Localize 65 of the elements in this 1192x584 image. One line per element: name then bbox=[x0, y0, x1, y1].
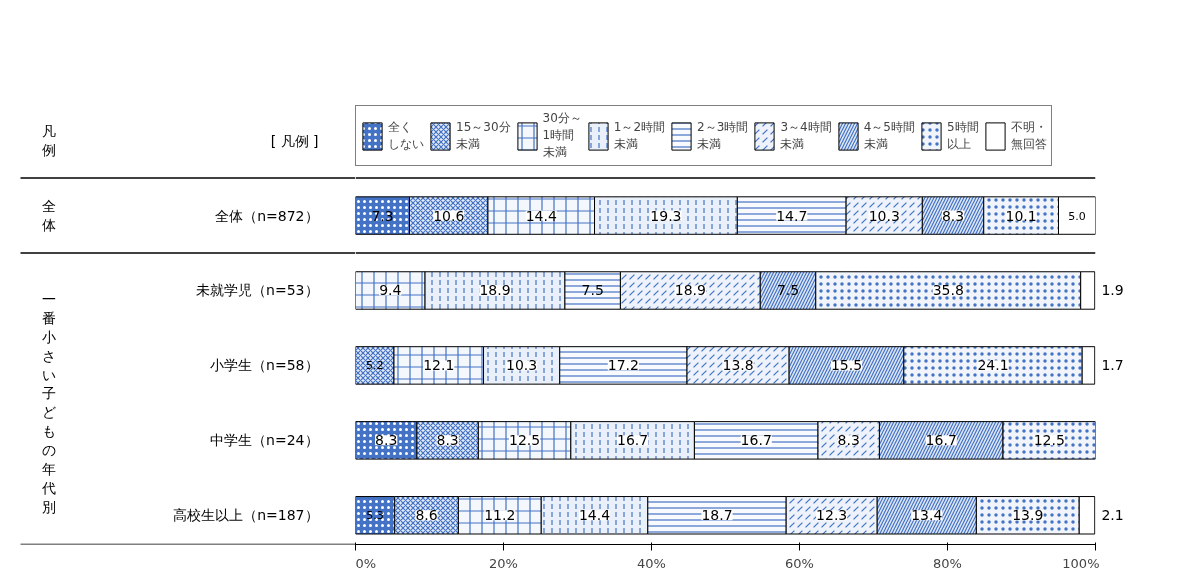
data-label: 10.1 bbox=[1005, 207, 1037, 224]
x-tick-label: 20% bbox=[489, 555, 518, 571]
data-label: 18.9 bbox=[674, 282, 706, 299]
data-label: 14.4 bbox=[578, 507, 611, 524]
legend-label: 2～3時間未満 bbox=[697, 118, 749, 153]
legend-label: 15～30分未満 bbox=[456, 118, 511, 153]
data-label: 14.7 bbox=[776, 207, 808, 224]
data-label: 35.8 bbox=[932, 282, 964, 299]
legend-label: 全くしない bbox=[388, 118, 424, 153]
data-label: 5.3 bbox=[366, 509, 384, 523]
data-label: 8.3 bbox=[837, 432, 860, 449]
legend-label: 1～2時間未満 bbox=[613, 118, 666, 153]
data-label: 2.1 bbox=[1101, 507, 1124, 524]
data-label: 10.3 bbox=[506, 357, 538, 374]
data-label: 24.1 bbox=[977, 357, 1009, 374]
data-label: 18.9 bbox=[479, 282, 511, 299]
data-label: 1.9 bbox=[1101, 282, 1124, 299]
data-label: 7.5 bbox=[581, 282, 604, 299]
data-label: 10.3 bbox=[868, 207, 900, 224]
data-label: 14.4 bbox=[525, 207, 557, 224]
x-tick-label: 60% bbox=[785, 555, 814, 571]
x-tick-label: 40% bbox=[637, 555, 666, 571]
data-label: 8.3 bbox=[375, 432, 398, 449]
data-label: 13.4 bbox=[911, 507, 943, 524]
data-label: 9.4 bbox=[379, 282, 402, 299]
text: 全体 bbox=[41, 198, 56, 233]
data-label: 13.8 bbox=[722, 357, 754, 374]
text: 凡例 bbox=[41, 123, 56, 159]
data-label: 8.3 bbox=[436, 432, 459, 449]
y-tick-label: 高校生以上（n=187） bbox=[173, 507, 319, 524]
data-label: 12.5 bbox=[509, 432, 541, 449]
data-label: 8.6 bbox=[415, 507, 438, 524]
text: 一番小さい子どもの年代別 bbox=[41, 291, 56, 515]
data-label: 15.5 bbox=[830, 357, 863, 374]
y-tick-label: 中学生（n=24） bbox=[210, 432, 319, 449]
legend-label: 5時間以上 bbox=[946, 118, 979, 153]
legend-label: 4～5時間未満 bbox=[863, 118, 915, 153]
data-label: 5.0 bbox=[1068, 209, 1086, 223]
data-label: 1.7 bbox=[1101, 357, 1124, 374]
x-tick-label: 100% bbox=[1062, 555, 1100, 571]
data-label: 12.3 bbox=[816, 507, 848, 524]
data-label: 17.2 bbox=[607, 357, 639, 374]
data-label: 12.1 bbox=[423, 357, 455, 374]
data-label: 19.3 bbox=[650, 207, 682, 224]
data-label: 7.5 bbox=[776, 282, 800, 299]
data-label: 16.7 bbox=[617, 432, 649, 449]
legend-label: 不明・無回答 bbox=[1010, 118, 1047, 153]
data-label: 5.2 bbox=[365, 359, 384, 373]
data-label: 13.9 bbox=[1012, 507, 1044, 524]
data-label: 18.7 bbox=[701, 507, 733, 524]
data-label: 16.7 bbox=[925, 432, 957, 449]
legend-label: 30分～1時間未満 bbox=[542, 110, 582, 161]
x-tick-label: 80% bbox=[933, 555, 962, 571]
y-tick-label: 未就学児（n=53） bbox=[196, 282, 319, 299]
data-label: 8.3 bbox=[941, 207, 965, 224]
y-tick-label: 小学生（n=58） bbox=[210, 357, 319, 374]
data-label: 16.7 bbox=[740, 432, 772, 449]
legend-label: 3～4時間未満 bbox=[780, 118, 832, 153]
y-tick-label: 全体（n=872） bbox=[215, 207, 319, 224]
x-tick-label: 0% bbox=[355, 555, 377, 571]
data-label: 10.6 bbox=[433, 207, 465, 224]
data-label: 11.2 bbox=[484, 507, 516, 524]
data-label: 7.3 bbox=[371, 207, 394, 224]
data-label: 12.5 bbox=[1033, 432, 1065, 449]
text: [ 凡例 ] bbox=[270, 132, 319, 149]
